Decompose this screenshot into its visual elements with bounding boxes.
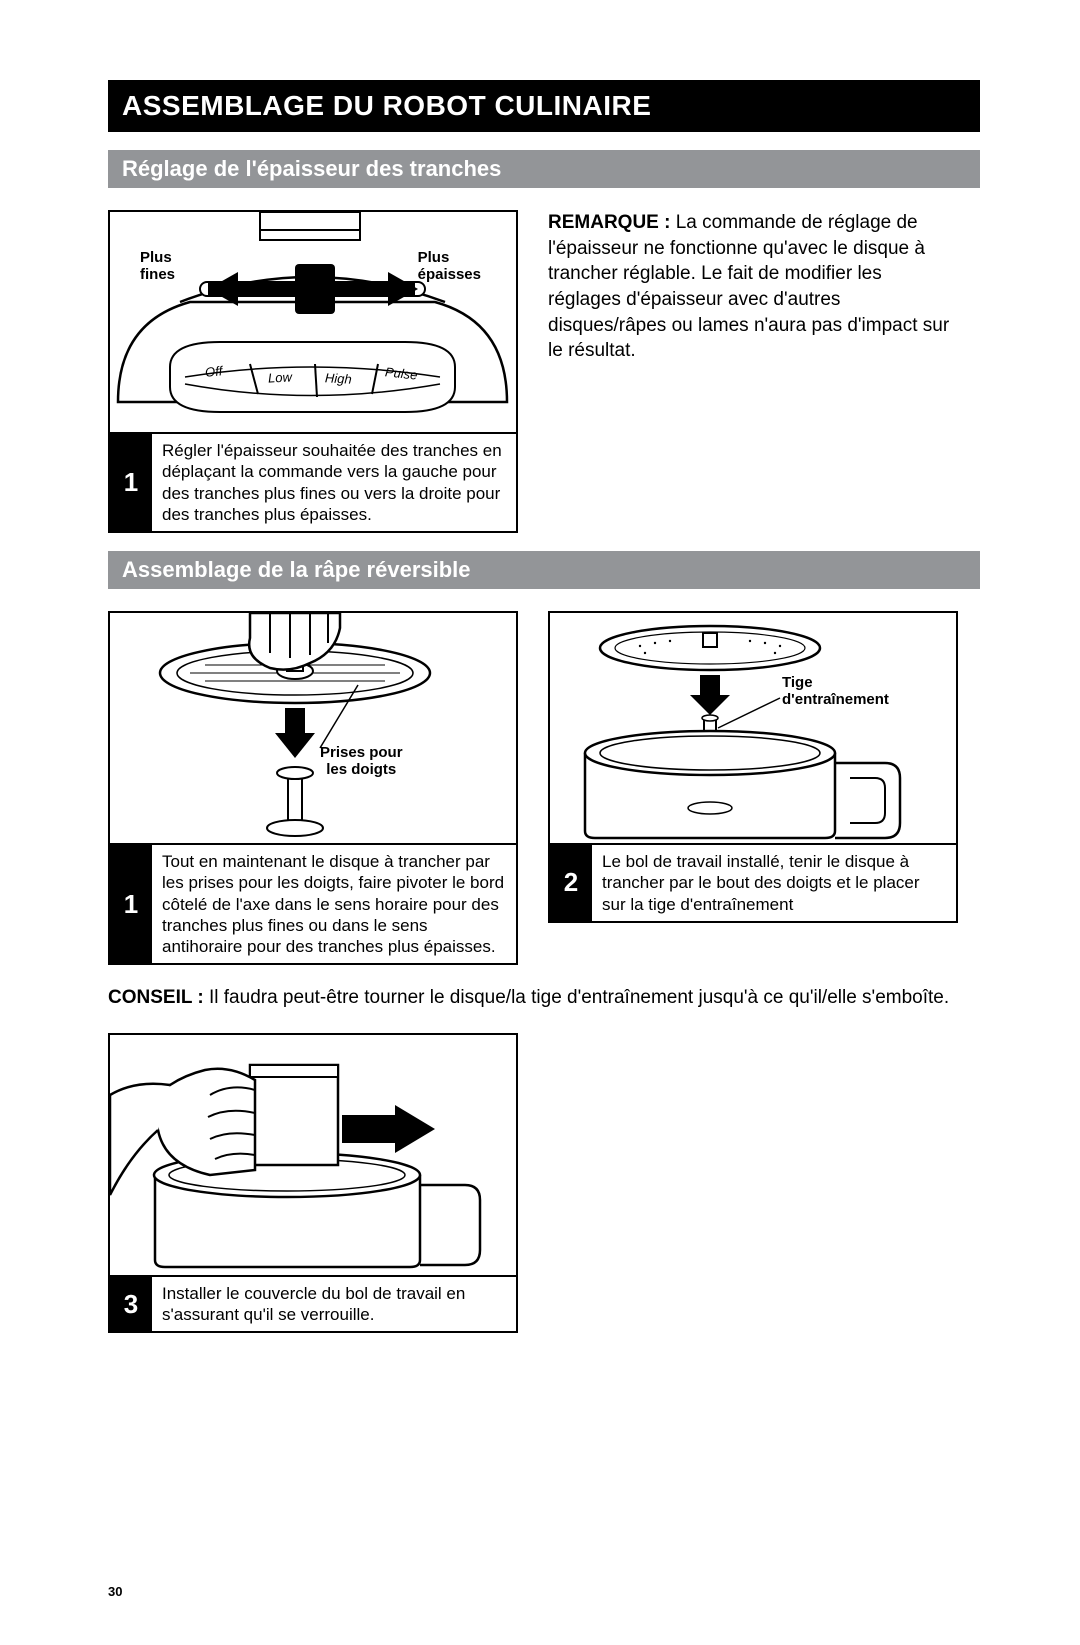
lid-install-illustration: [110, 1035, 515, 1275]
page-title: ASSEMBLAGE DU ROBOT CULINAIRE: [108, 80, 980, 132]
drive-shaft-illustration: [550, 613, 955, 843]
section1-step1-text: Régler l'épaisseur souhaitée des tranche…: [152, 434, 516, 531]
section1-heading: Réglage de l'épaisseur des tranches: [108, 150, 980, 188]
ctrl-off: Off: [204, 363, 223, 380]
section2-tip: CONSEIL : Il faudra peut-être tourner le…: [108, 985, 980, 1011]
ctrl-low: Low: [268, 369, 293, 385]
label-prises-doigts: Prises pour les doigts: [320, 745, 403, 778]
section2-step2-number: 2: [550, 845, 592, 921]
section2-step1-number: 1: [110, 845, 152, 963]
section2-step2-panel: Tige d'entraînement 2 Le bol de travail …: [548, 611, 958, 923]
section1-step1-panel: Plus fines Plus épaisses Off Low High Pu…: [108, 210, 518, 533]
ctrl-high: High: [325, 370, 352, 386]
section2-step3-number: 3: [110, 1277, 152, 1332]
disc-fingers-illustration: [110, 613, 515, 843]
section2-step3-text: Installer le couvercle du bol de travail…: [152, 1277, 516, 1332]
thickness-dial-illustration: [110, 212, 515, 432]
section2-heading: Assemblage de la râpe réversible: [108, 551, 980, 589]
label-tige: Tige d'entraînement: [782, 675, 889, 708]
page-number: 30: [108, 1584, 122, 1599]
section1-step1-number: 1: [110, 434, 152, 531]
section1-remark: REMARQUE : La commande de réglage de l'é…: [548, 210, 958, 364]
label-plus-fines: Plus fines: [140, 250, 175, 283]
section2-step3-panel: 3 Installer le couvercle du bol de trava…: [108, 1033, 518, 1334]
section2-step2-text: Le bol de travail installé, tenir le dis…: [592, 845, 956, 921]
section2-step1-text: Tout en maintenant le disque à trancher …: [152, 845, 516, 963]
section2-step1-panel: Prises pour les doigts 1 Tout en mainten…: [108, 611, 518, 965]
label-plus-epaisses: Plus épaisses: [418, 250, 481, 283]
